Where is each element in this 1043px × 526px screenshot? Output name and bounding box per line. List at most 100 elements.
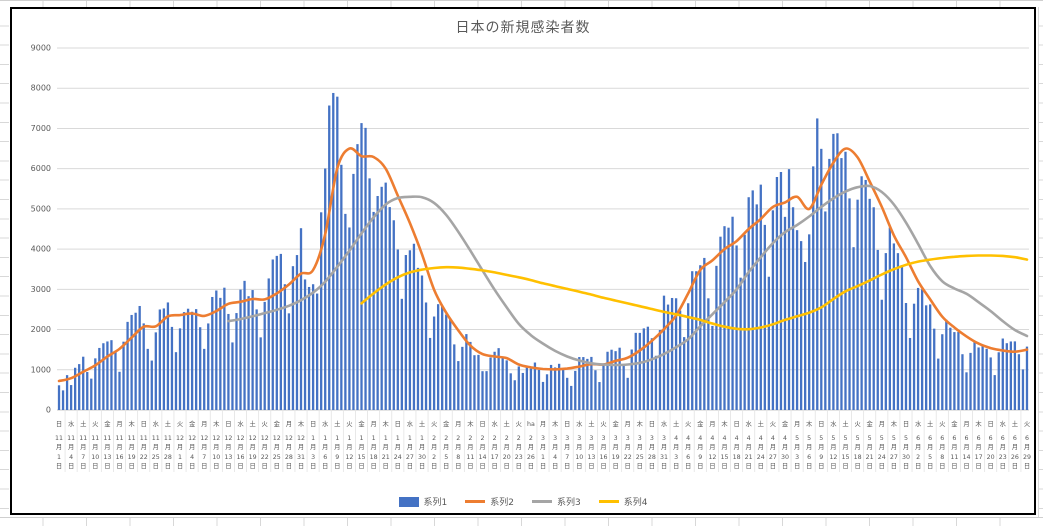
svg-text:26: 26	[1011, 454, 1019, 461]
svg-text:日: 日	[467, 462, 473, 470]
svg-text:22: 22	[624, 454, 632, 461]
svg-text:水: 水	[576, 419, 583, 428]
svg-text:月: 月	[104, 443, 110, 451]
svg-text:2: 2	[493, 435, 497, 442]
svg-text:13: 13	[103, 454, 111, 461]
svg-text:5: 5	[892, 435, 896, 442]
svg-text:1: 1	[420, 435, 424, 442]
svg-text:日: 日	[128, 462, 134, 470]
svg-text:3: 3	[614, 435, 618, 442]
svg-text:日: 日	[358, 462, 364, 470]
svg-text:土: 土	[334, 419, 340, 428]
svg-text:月: 月	[637, 443, 643, 451]
plot-area-svg[interactable]: 0100020003000400050006000700080009000日11…	[12, 9, 1034, 513]
svg-text:月: 月	[1024, 443, 1030, 451]
chart-object[interactable]: 0 1000 2000 3000 4000 5000 6000 7000 8000 9000 日 11…	[10, 7, 1036, 515]
svg-text:月: 月	[141, 443, 147, 451]
svg-text:月: 月	[1000, 443, 1006, 451]
svg-text:日: 日	[370, 462, 376, 470]
svg-text:日: 日	[794, 462, 800, 470]
svg-text:月: 月	[201, 420, 207, 428]
svg-text:11: 11	[116, 435, 124, 442]
svg-text:2: 2	[468, 435, 472, 442]
svg-text:日: 日	[56, 420, 62, 428]
svg-text:6: 6	[989, 435, 993, 442]
svg-text:木: 木	[383, 419, 390, 428]
svg-text:16: 16	[116, 454, 124, 461]
svg-text:金: 金	[782, 419, 789, 428]
svg-text:日: 日	[504, 462, 510, 470]
chart-title[interactable]: 日本の新規感染者数	[455, 20, 591, 36]
svg-text:5000: 5000	[31, 204, 51, 213]
svg-text:日: 日	[661, 462, 667, 470]
svg-text:火: 火	[516, 421, 523, 428]
svg-text:20: 20	[503, 454, 511, 461]
svg-text:12: 12	[708, 454, 716, 461]
svg-text:日: 日	[516, 462, 522, 470]
legend-item-series2[interactable]: 系列2	[465, 495, 514, 508]
svg-text:月: 月	[758, 443, 764, 451]
line-series-4	[360, 254, 1029, 331]
svg-text:月: 月	[588, 443, 594, 451]
svg-text:月: 月	[298, 443, 304, 451]
svg-text:日: 日	[782, 462, 788, 470]
svg-text:日: 日	[842, 462, 848, 470]
svg-text:25: 25	[636, 454, 644, 461]
legend-item-series1[interactable]: 系列1	[398, 495, 447, 508]
svg-text:18: 18	[733, 454, 741, 461]
svg-text:1: 1	[408, 435, 412, 442]
svg-text:月: 月	[467, 443, 473, 451]
svg-text:月: 月	[939, 443, 945, 451]
svg-text:30: 30	[781, 454, 789, 461]
svg-text:2: 2	[444, 435, 448, 442]
svg-text:3: 3	[674, 454, 678, 461]
svg-text:13: 13	[224, 454, 232, 461]
svg-text:30: 30	[902, 454, 910, 461]
svg-text:水: 水	[661, 419, 668, 428]
svg-text:4: 4	[674, 435, 678, 442]
svg-text:月: 月	[201, 443, 207, 451]
svg-text:月: 月	[709, 443, 715, 451]
svg-text:火: 火	[1024, 421, 1031, 428]
svg-text:1: 1	[384, 435, 388, 442]
svg-text:月: 月	[782, 443, 788, 451]
svg-text:月: 月	[262, 443, 268, 451]
legend-swatch-bar-icon	[398, 496, 419, 507]
svg-text:5: 5	[819, 435, 823, 442]
svg-text:18: 18	[370, 454, 378, 461]
svg-text:7000: 7000	[31, 124, 51, 133]
svg-text:月: 月	[165, 443, 171, 451]
svg-text:1: 1	[323, 435, 327, 442]
svg-text:8000: 8000	[31, 84, 51, 93]
svg-text:日: 日	[733, 462, 739, 470]
svg-text:30: 30	[418, 454, 426, 461]
svg-text:木: 木	[806, 419, 813, 428]
legend-item-series4[interactable]: 系列4	[598, 495, 647, 508]
svg-text:月: 月	[625, 443, 631, 451]
svg-text:月: 月	[685, 443, 691, 451]
svg-text:月: 月	[443, 443, 449, 451]
svg-text:日: 日	[915, 462, 921, 470]
legend-item-series3[interactable]: 系列3	[532, 495, 581, 508]
svg-text:日: 日	[383, 462, 389, 470]
svg-text:月: 月	[794, 420, 800, 428]
svg-text:月: 月	[951, 443, 957, 451]
svg-text:28: 28	[164, 454, 172, 461]
spreadsheet-edge-top	[0, 0, 1043, 8]
svg-text:月: 月	[116, 420, 122, 428]
svg-text:日: 日	[1012, 462, 1018, 470]
x-axis-separators	[64, 411, 1022, 472]
svg-text:12: 12	[273, 435, 281, 442]
svg-text:月: 月	[274, 443, 280, 451]
svg-text:月: 月	[431, 443, 437, 451]
svg-text:日: 日	[709, 462, 715, 470]
svg-text:29: 29	[1023, 454, 1031, 461]
svg-text:12: 12	[237, 435, 245, 442]
svg-text:日: 日	[225, 420, 231, 428]
svg-text:月: 月	[540, 420, 546, 428]
svg-text:日: 日	[818, 462, 824, 470]
svg-text:月: 月	[286, 420, 292, 428]
svg-text:金: 金	[443, 419, 450, 428]
svg-text:2: 2	[432, 435, 436, 442]
svg-text:日: 日	[1000, 462, 1006, 470]
